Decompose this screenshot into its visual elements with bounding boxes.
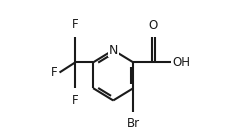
Text: F: F [72, 94, 78, 107]
Text: OH: OH [172, 56, 190, 69]
Text: F: F [72, 18, 78, 31]
Text: N: N [109, 44, 118, 57]
Text: Br: Br [127, 117, 140, 130]
Text: O: O [149, 19, 158, 32]
Text: F: F [51, 66, 57, 79]
